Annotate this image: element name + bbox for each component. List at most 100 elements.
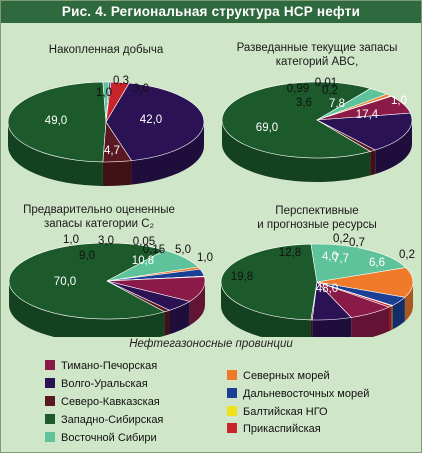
figure-title: Рис. 4. Региональная структура НСР нефти <box>1 1 421 23</box>
pie-value-label: 0,7 <box>349 237 365 249</box>
pie-value-label: 69,0 <box>256 122 278 134</box>
pie-slice <box>220 243 318 321</box>
pie-slice <box>8 242 166 320</box>
legend-label: Дальневосточных морей <box>243 388 370 400</box>
pie-slice-side <box>9 281 165 337</box>
pie-slice-side <box>370 150 376 176</box>
pie-value-label: 6,6 <box>369 257 385 269</box>
pie-slice <box>310 281 318 321</box>
pie-value-label: 7,8 <box>329 98 345 110</box>
pie-slice-side <box>310 319 313 337</box>
pie-value-label: 0,05 <box>133 236 155 248</box>
pie-slice-side <box>102 160 132 186</box>
pie-slice-side <box>221 282 311 337</box>
pie-value-label: 7,7 <box>333 253 349 265</box>
legend-label: Северных морей <box>243 370 330 382</box>
pie-value-label: 9,0 <box>79 250 95 262</box>
pie-slice-side <box>351 307 390 337</box>
legend-item: Балтийская НГО <box>227 405 328 419</box>
legend-item: Тимано-Печорская <box>45 359 157 373</box>
pie-value-label: 19,8 <box>231 271 253 283</box>
pie-value-label: 0,15 <box>143 244 165 256</box>
pie-title-line: Предварительно оцененные <box>23 204 175 216</box>
legend-item: Волго-Уральская <box>45 377 148 391</box>
pie-chart-accumulated-production: Накопленная добыча 49,0 1,00,3 3,0 42,0 4,7 <box>7 44 205 186</box>
pie-value-label: 70,0 <box>54 276 76 288</box>
pie-value-label: 0,01 <box>315 77 337 89</box>
pie-slice <box>102 121 133 163</box>
pie-value-label: 4,0 <box>322 251 338 263</box>
legend-title: Нефтегазоносные провинции <box>129 338 293 350</box>
pie-value-label: 4,7 <box>104 145 120 157</box>
pie-title-line: Разведанные текущие запасы <box>237 42 398 54</box>
legend-swatch <box>227 388 237 398</box>
pie-slice-side <box>391 305 393 330</box>
pie-value-label: 1,0 <box>197 252 213 264</box>
legend-label: Северо-Кавказская <box>61 396 160 408</box>
legend-swatch <box>45 414 55 424</box>
pie-slice <box>7 81 107 163</box>
pie-slice <box>106 280 171 313</box>
pie-slice <box>221 81 372 159</box>
legend-item: Западно-Сибирская <box>45 413 163 427</box>
legend-item: Северных морей <box>227 369 330 383</box>
pie-value-label: 12,8 <box>279 247 301 259</box>
pie-slice-side <box>404 282 413 322</box>
pie-slice <box>315 112 413 151</box>
pie-value-label: 3,6 <box>296 97 312 109</box>
pie-value-label: 1,0 <box>391 95 407 107</box>
pie-value-label: 1,0 <box>63 234 79 246</box>
pie-slice-side <box>222 120 371 183</box>
pie-slice-side <box>392 297 405 330</box>
pie-value-label: 48,0 <box>316 283 338 295</box>
pie-value-label: 49,0 <box>45 115 67 127</box>
legend-label: Восточной Сибири <box>61 432 157 444</box>
pie-value-label: 3,0 <box>98 235 114 247</box>
pie-value-label: 42,0 <box>140 114 162 126</box>
legend-label: Прикаспийская <box>243 423 321 435</box>
legend-label: Волго-Уральская <box>61 378 148 390</box>
pie-slice-side <box>389 305 392 332</box>
pie-slice <box>105 82 205 161</box>
legend-item: Восточной Сибири <box>45 431 157 445</box>
pie-slice-side <box>164 310 170 336</box>
pie-value-label: 0,2 <box>333 233 349 245</box>
legend-swatch <box>227 406 237 416</box>
pie-chart-explored-reserves: Разведанные текущие запасы категорий ABC,… <box>221 42 413 183</box>
pie-value-label: 5,0 <box>175 244 191 256</box>
pie-value-label: 1,0 <box>96 87 112 99</box>
pie-value-label: 10,8 <box>132 255 154 267</box>
pie-slice <box>316 267 414 298</box>
legend-item: Дальневосточных морей <box>227 387 369 401</box>
pie-title-line: Перспективные <box>275 205 358 217</box>
pie-value-label: 17,4 <box>356 109 379 121</box>
legend-label: Западно-Сибирская <box>61 414 164 426</box>
legend-swatch <box>45 396 55 406</box>
pie-title-line: категорий ABC, <box>276 56 359 68</box>
legend-label: Балтийская НГО <box>243 406 328 418</box>
legend-item: Северо-Кавказская <box>45 395 160 409</box>
pie-slice-side <box>312 317 352 337</box>
pie-slice-side <box>8 122 103 186</box>
pie-value-label: 0,2 <box>399 249 415 261</box>
pie-chart-prospective-resources: Перспективные и прогнозные ресурсы 48,0 19,… <box>220 205 415 337</box>
pie-slice <box>310 243 407 283</box>
legend-swatch <box>45 378 55 388</box>
legend-swatch <box>227 423 237 433</box>
pie-slice-side <box>375 120 412 175</box>
legend-swatch <box>45 360 55 370</box>
pie-slice <box>316 119 377 152</box>
pie-slice-side <box>169 301 190 335</box>
pie-slice <box>106 276 206 302</box>
legend-swatch <box>45 432 55 442</box>
pie-title-line: и прогнозные ресурсы <box>257 219 377 231</box>
pie-value-label: 0,2 <box>322 85 338 97</box>
legend-swatch <box>227 370 237 380</box>
pie-value-label: 3,0 <box>133 83 149 95</box>
pie-value-label: 0,3 <box>113 75 129 87</box>
legend-label: Тимано-Печорская <box>61 360 158 372</box>
legend-item: Прикаспийская <box>227 422 321 436</box>
pie-value-label: 0,99 <box>287 83 309 95</box>
